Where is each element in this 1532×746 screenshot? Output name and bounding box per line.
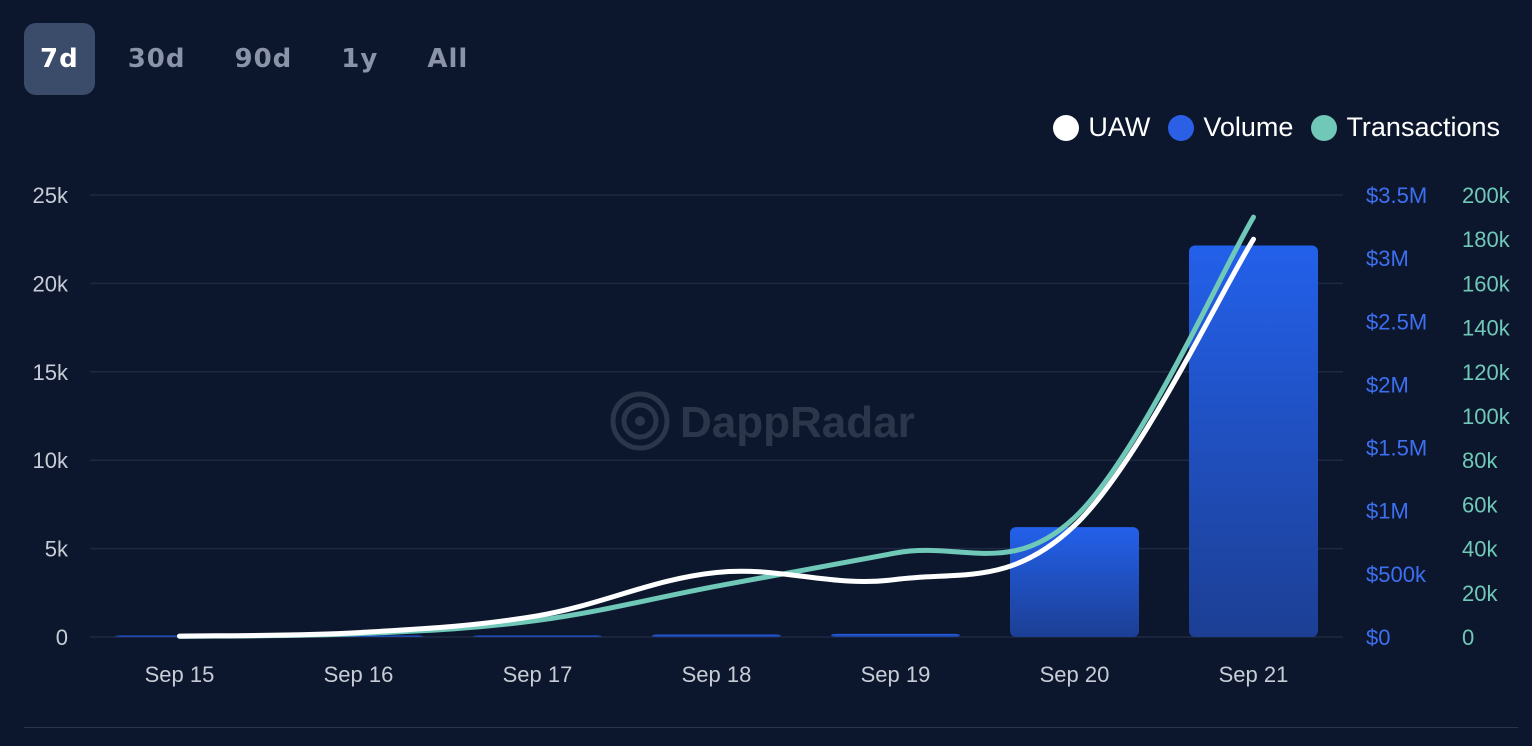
- volume-tick-label: $500k: [1366, 562, 1427, 587]
- volume-tick-label: $3.5M: [1366, 183, 1427, 208]
- watermark: DappRadar: [610, 391, 915, 451]
- legend-dot-volume: [1168, 114, 1195, 141]
- volume-tick-label: $1M: [1366, 499, 1409, 524]
- transactions-tick-label: 20k: [1462, 581, 1498, 606]
- legend-item-volume[interactable]: Volume: [1168, 112, 1293, 143]
- uaw-tick-label: 0: [56, 625, 68, 650]
- range-tab-all[interactable]: All: [427, 44, 469, 74]
- watermark-text: DappRadar: [680, 398, 915, 447]
- volume-bars: [115, 245, 1318, 638]
- range-tab-1y[interactable]: 1y: [341, 44, 379, 74]
- uaw-line[interactable]: [177, 236, 1256, 639]
- date-tick-label: Sep 20: [1040, 662, 1110, 687]
- legend-item-transactions[interactable]: Transactions: [1311, 112, 1500, 143]
- transactions-tick-label: 180k: [1462, 227, 1511, 252]
- transactions-tick-label: 120k: [1462, 360, 1511, 385]
- range-tab-30d[interactable]: 30d: [127, 44, 186, 74]
- transactions-tick-label: 40k: [1462, 537, 1498, 562]
- range-tab-90d[interactable]: 90d: [234, 44, 293, 74]
- volume-bar[interactable]: [473, 635, 602, 638]
- transactions-tick-label: 140k: [1462, 316, 1511, 341]
- volume-tick-label: $2.5M: [1366, 309, 1427, 334]
- uaw-axis: 0 5k 10k 15k 20k 25k: [33, 183, 69, 650]
- dappradar-logo-icon: [610, 391, 670, 451]
- volume-tick-label: $1.5M: [1366, 436, 1427, 461]
- date-tick-label: Sep 16: [324, 662, 394, 687]
- legend-item-uaw[interactable]: UAW: [1053, 112, 1150, 143]
- uaw-tick-label: 10k: [33, 448, 69, 473]
- transactions-tick-label: 60k: [1462, 492, 1498, 517]
- uaw-tick-label: 20k: [33, 271, 69, 296]
- uaw-tick-label: 5k: [45, 537, 69, 562]
- volume-bar[interactable]: [652, 634, 781, 637]
- transactions-tick-label: 160k: [1462, 271, 1511, 296]
- volume-tick-label: $0: [1366, 625, 1390, 650]
- legend-dot-transactions: [1311, 114, 1338, 141]
- legend-dot-uaw: [1053, 114, 1080, 141]
- transactions-tick-label: 80k: [1462, 448, 1498, 473]
- uaw-tick-label: 15k: [33, 360, 69, 385]
- date-tick-label: Sep 15: [145, 662, 215, 687]
- transactions-tick-label: 100k: [1462, 404, 1511, 429]
- transactions-axis: 0 20k 40k 60k 80k 100k 120k 140k 160k 180k 200k: [1462, 183, 1511, 650]
- chart-legend: UAW Volume Transactions: [1035, 112, 1500, 143]
- time-range-tabs: 7d 30d 90d 1y All: [24, 23, 501, 95]
- volume-bar[interactable]: [831, 633, 960, 637]
- date-tick-label: Sep 18: [682, 662, 752, 687]
- series-lines: [177, 214, 1256, 639]
- volume-axis: $0 $500k $1M $1.5M $2M $2.5M $3M $3.5M: [1366, 183, 1427, 650]
- legend-label-transactions: Transactions: [1346, 112, 1500, 142]
- uaw-tick-label: 25k: [33, 183, 69, 208]
- transactions-tick-label: 200k: [1462, 183, 1511, 208]
- date-tick-label: Sep 17: [503, 662, 573, 687]
- date-tick-label: Sep 19: [861, 662, 931, 687]
- bottom-divider: [24, 727, 1518, 728]
- range-tab-7d[interactable]: 7d: [24, 23, 95, 95]
- transactions-tick-label: 0: [1462, 625, 1474, 650]
- date-tick-label: Sep 21: [1219, 662, 1289, 687]
- legend-label-uaw: UAW: [1088, 112, 1151, 142]
- volume-tick-label: $2M: [1366, 372, 1409, 397]
- volume-bar[interactable]: [1010, 527, 1139, 637]
- volume-tick-label: $3M: [1366, 246, 1409, 271]
- volume-bar[interactable]: [1189, 245, 1318, 637]
- legend-label-volume: Volume: [1203, 112, 1294, 142]
- date-axis: Sep 15 Sep 16 Sep 17 Sep 18 Sep 19 Sep 20 Sep …: [145, 662, 1289, 687]
